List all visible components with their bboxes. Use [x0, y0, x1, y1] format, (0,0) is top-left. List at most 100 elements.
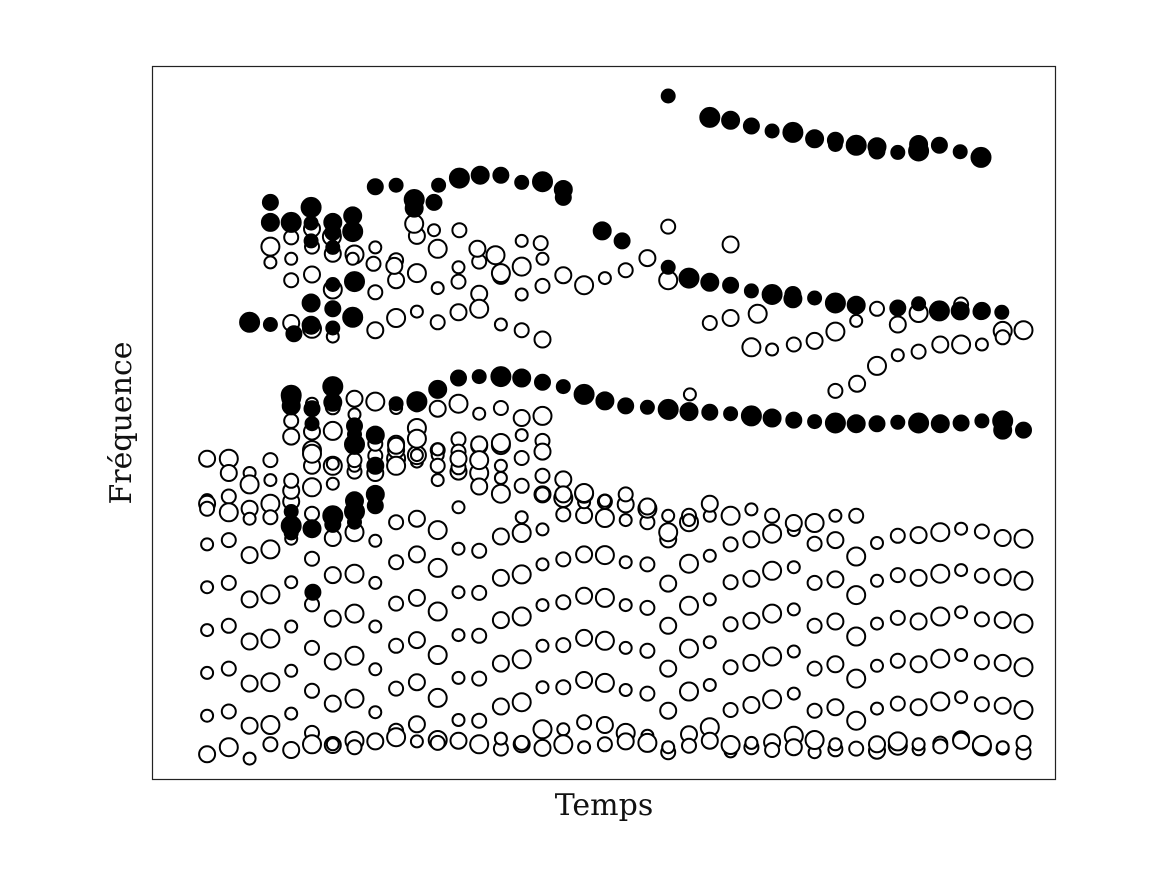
open-point: [302, 443, 322, 464]
filled-point: [592, 221, 612, 241]
open-point: [535, 557, 550, 572]
open-point: [575, 586, 594, 605]
open-point: [867, 355, 887, 376]
open-point: [388, 554, 405, 571]
open-point: [804, 513, 825, 533]
open-point: [909, 698, 928, 717]
open-point: [555, 551, 572, 568]
open-point: [304, 505, 320, 522]
open-point: [220, 488, 237, 505]
open-point: [323, 694, 342, 713]
open-point: [302, 477, 322, 498]
open-point: [429, 734, 446, 751]
open-point: [344, 603, 365, 624]
filled-point: [994, 304, 1010, 320]
open-point: [722, 536, 739, 553]
open-point: [870, 536, 884, 550]
open-point: [952, 731, 971, 750]
open-point: [388, 637, 405, 654]
open-point: [722, 616, 739, 633]
open-point: [616, 732, 635, 751]
filled-point: [492, 166, 510, 184]
open-point: [742, 530, 761, 549]
open-point: [870, 701, 884, 716]
filled-point: [388, 177, 404, 193]
filled-point: [324, 223, 342, 241]
open-point: [407, 545, 426, 564]
open-point: [846, 626, 867, 647]
open-point: [784, 738, 803, 757]
open-point: [451, 222, 468, 239]
open-point: [513, 734, 530, 751]
open-point: [220, 660, 237, 677]
open-point: [344, 645, 365, 666]
filled-point: [807, 414, 823, 430]
open-point: [303, 265, 321, 284]
open-point: [973, 611, 990, 628]
open-point: [471, 670, 488, 687]
open-point: [262, 452, 279, 469]
filled-point: [450, 369, 467, 387]
open-point: [868, 735, 886, 754]
open-point: [346, 452, 363, 469]
open-point: [765, 342, 780, 357]
open-point: [284, 663, 299, 678]
open-point: [491, 527, 510, 546]
open-point: [345, 389, 364, 408]
open-point: [533, 738, 552, 757]
open-point: [555, 679, 572, 696]
open-point: [848, 740, 865, 757]
open-point: [869, 300, 885, 317]
open-point: [532, 235, 549, 252]
filled-point: [260, 212, 280, 232]
filled-point: [342, 306, 364, 328]
open-point: [596, 736, 613, 753]
open-point: [493, 731, 508, 746]
open-point: [430, 281, 445, 296]
open-point: [427, 601, 448, 622]
open-point: [954, 605, 969, 620]
open-point: [471, 627, 488, 644]
open-point: [575, 628, 594, 647]
open-point: [262, 736, 279, 753]
open-point: [449, 303, 468, 322]
filled-point: [471, 369, 487, 385]
open-point: [594, 630, 615, 651]
filled-point: [700, 272, 720, 292]
open-point: [491, 611, 510, 630]
open-point: [198, 745, 217, 764]
open-point: [406, 428, 427, 449]
open-point: [826, 698, 845, 717]
open-point: [468, 239, 487, 258]
open-point: [304, 682, 320, 699]
filled-point: [303, 233, 319, 249]
open-point: [535, 638, 550, 653]
open-point: [427, 687, 448, 708]
open-point: [555, 506, 572, 523]
open-point: [747, 303, 768, 324]
open-point: [514, 287, 529, 302]
filled-point: [448, 167, 470, 189]
filled-point: [701, 403, 719, 421]
open-point: [282, 741, 301, 759]
filled-point: [425, 193, 443, 211]
open-point: [388, 514, 405, 531]
filled-point: [617, 397, 635, 415]
filled-point: [889, 299, 907, 317]
open-point: [240, 546, 259, 565]
filled-point: [613, 232, 631, 250]
open-point: [554, 470, 573, 489]
open-point: [639, 556, 656, 573]
open-point: [284, 251, 299, 266]
open-point: [469, 298, 490, 319]
open-point: [200, 580, 215, 595]
open-point: [764, 507, 781, 524]
open-point: [555, 637, 572, 654]
open-point: [535, 522, 550, 537]
open-point: [532, 719, 553, 740]
filled-point: [325, 277, 341, 292]
open-point: [786, 686, 801, 701]
open-point: [511, 649, 532, 670]
open-point: [995, 740, 1010, 755]
open-point: [889, 652, 906, 669]
